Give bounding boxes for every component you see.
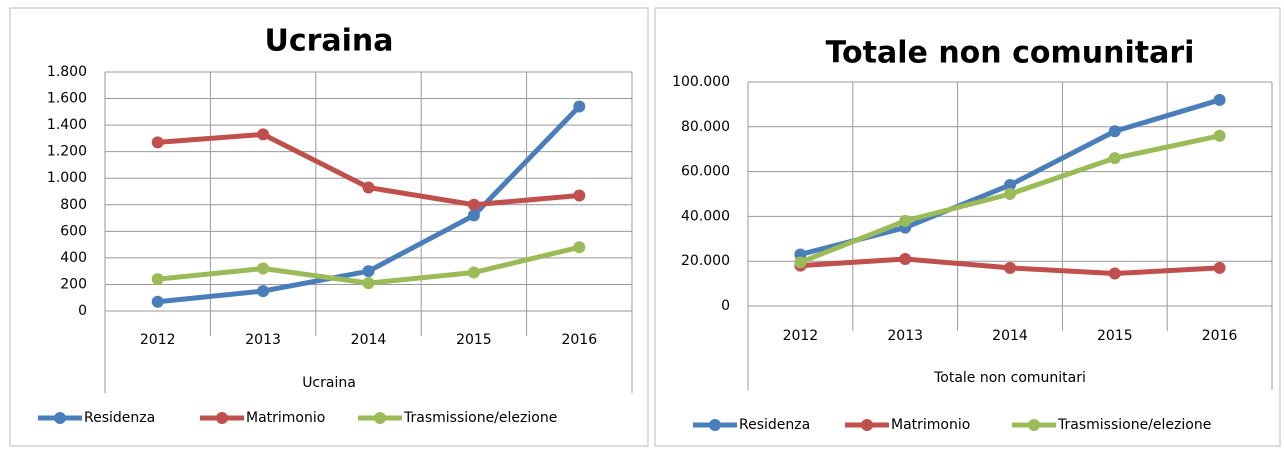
legend-label: Residenza	[739, 417, 810, 433]
series-marker	[467, 266, 480, 279]
series-marker	[899, 214, 912, 227]
x-tick-label: 2016	[1202, 328, 1238, 344]
x-axis-label: Totale non comunitari	[933, 370, 1086, 386]
chart-frame	[9, 7, 649, 447]
legend-swatch-marker	[1028, 419, 1040, 431]
chart-title: Ucraina	[264, 24, 393, 59]
x-tick-label: 2012	[783, 328, 819, 344]
series-marker	[1004, 261, 1016, 274]
series-marker	[151, 295, 164, 308]
y-tick-label: 600	[60, 223, 87, 239]
x-tick-label: 2016	[561, 332, 597, 348]
series-marker	[1213, 93, 1226, 106]
legend-swatch-marker	[216, 412, 228, 424]
series-marker	[467, 209, 480, 222]
series-marker	[362, 277, 375, 290]
y-tick-label: 20.000	[681, 253, 730, 269]
series-marker	[1108, 152, 1121, 165]
series-marker	[1004, 188, 1016, 200]
y-tick-label: 0	[721, 298, 730, 314]
series-marker	[573, 189, 586, 202]
chart-title: Totale non comunitari	[826, 36, 1195, 71]
series-marker	[257, 285, 270, 298]
y-tick-label: 80.000	[681, 119, 730, 135]
legend-swatch-marker	[709, 419, 721, 431]
x-axis-label: Ucraina	[302, 375, 356, 391]
series-marker	[257, 262, 270, 275]
x-tick-label: 2013	[245, 332, 281, 348]
legend-label: Residenza	[84, 410, 155, 426]
series-marker	[1213, 129, 1226, 142]
series-marker	[794, 256, 807, 269]
y-tick-label: 40.000	[681, 208, 730, 224]
series-marker	[573, 100, 586, 113]
series-marker	[1213, 261, 1226, 274]
legend-label: Trasmissione/elezione	[1057, 417, 1211, 433]
y-tick-label: 1.400	[47, 117, 87, 133]
x-tick-label: 2012	[140, 332, 176, 348]
y-tick-label: 60.000	[681, 164, 730, 180]
x-tick-label: 2014	[992, 328, 1028, 344]
chart-frame	[654, 7, 1281, 447]
series-marker	[151, 273, 164, 286]
legend-swatch-marker	[374, 412, 386, 424]
legend-label: Trasmissione/elezione	[403, 410, 557, 426]
x-tick-label: 2015	[456, 332, 492, 348]
series-marker	[1108, 267, 1121, 280]
legend-label: Matrimonio	[891, 417, 970, 433]
series-marker	[362, 265, 375, 278]
x-tick-label: 2015	[1097, 328, 1133, 344]
series-marker	[467, 198, 480, 211]
series-marker	[573, 241, 586, 254]
series-marker	[899, 252, 912, 265]
y-tick-label: 0	[78, 303, 87, 319]
y-tick-label: 200	[60, 276, 87, 292]
legend-label: Matrimonio	[246, 410, 325, 426]
y-tick-label: 800	[60, 197, 87, 213]
series-marker	[1108, 125, 1121, 138]
y-tick-label: 1.600	[47, 91, 87, 107]
series-marker	[257, 128, 270, 141]
legend-swatch-marker	[861, 419, 873, 431]
legend-swatch-marker	[54, 412, 66, 424]
series-marker	[1004, 179, 1016, 192]
y-tick-label: 100.000	[672, 74, 730, 90]
y-tick-label: 1.000	[47, 170, 87, 186]
x-tick-label: 2013	[887, 328, 923, 344]
y-tick-label: 1.200	[47, 144, 87, 160]
y-tick-label: 400	[60, 250, 87, 266]
y-tick-label: 1.800	[47, 64, 87, 80]
series-marker	[151, 136, 164, 149]
x-tick-label: 2014	[351, 332, 387, 348]
series-marker	[362, 181, 375, 194]
